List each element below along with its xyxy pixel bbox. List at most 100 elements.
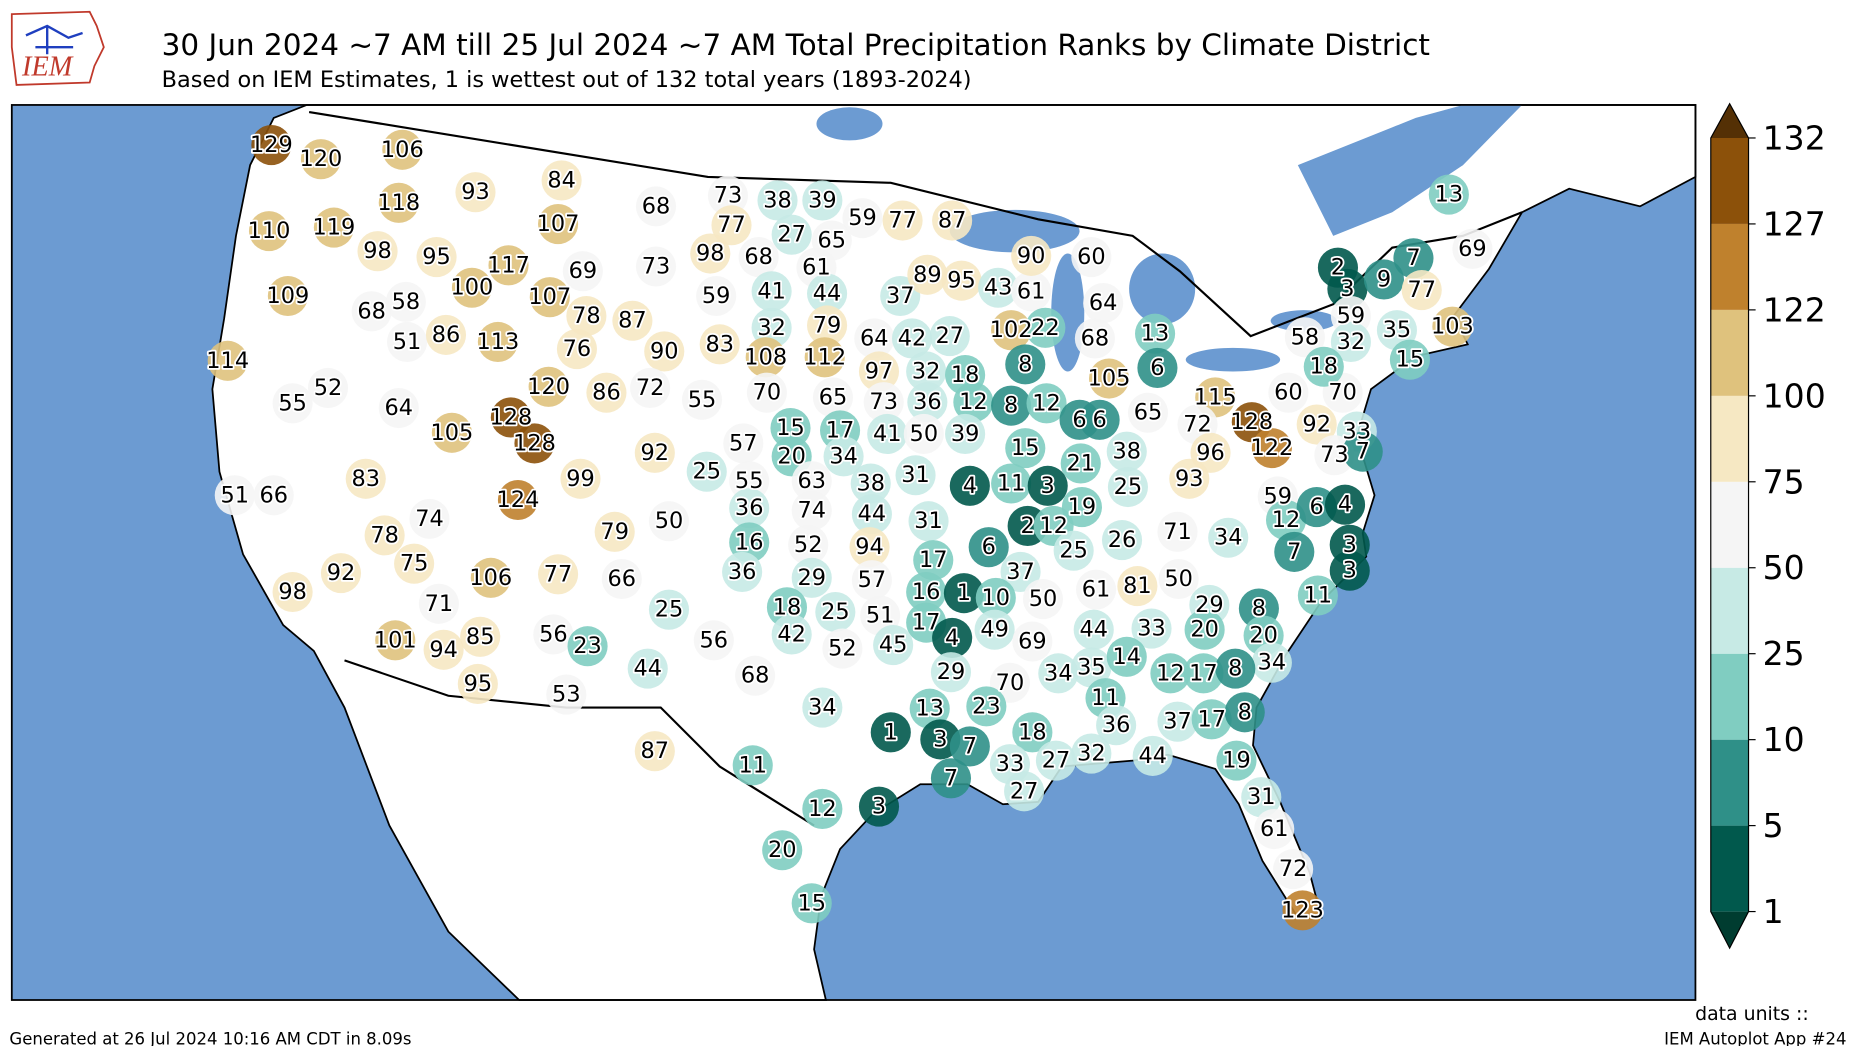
district (648, 501, 690, 542)
district (1107, 466, 1148, 508)
district (746, 372, 787, 413)
colorbar-bin (1710, 739, 1749, 826)
district-label: 42 (777, 621, 806, 647)
district (594, 511, 635, 552)
district-label: 2 (1021, 513, 1035, 539)
district (880, 275, 921, 317)
district-label: 72 (636, 375, 665, 401)
district-label: 74 (797, 498, 826, 524)
district (1282, 890, 1323, 931)
district-label: 94 (855, 534, 884, 560)
district (907, 254, 948, 295)
colorbar-tick-label: 50 (1763, 548, 1805, 587)
district (648, 589, 690, 630)
district (1012, 621, 1053, 662)
district-label: 77 (544, 561, 573, 587)
district-label: 106 (381, 137, 424, 163)
district-label: 52 (828, 636, 857, 662)
district-label: 100 (451, 275, 494, 301)
district (1071, 647, 1112, 688)
district (1088, 358, 1130, 399)
district (1184, 609, 1225, 650)
district-label: 72 (1279, 856, 1308, 882)
colorbar-tick-label: 100 (1763, 376, 1826, 415)
district (364, 515, 405, 556)
district-label: 93 (1175, 466, 1204, 492)
district-label: 36 (735, 495, 764, 521)
district (1150, 653, 1191, 694)
district (909, 688, 950, 729)
district (1389, 339, 1430, 380)
district-label: 4 (1338, 492, 1352, 518)
district-label: 38 (1112, 439, 1141, 465)
colorbar-tick-label: 127 (1763, 204, 1826, 243)
district-label: 115 (1194, 384, 1237, 410)
district-label: 7 (944, 765, 958, 791)
district-label: 19 (1068, 494, 1097, 520)
district-label: 68 (741, 663, 770, 689)
district-label: 23 (573, 633, 602, 659)
district (770, 408, 811, 449)
district-label: 18 (773, 594, 802, 620)
district (854, 318, 895, 359)
district-label: 8 (1228, 656, 1242, 682)
district-label: 29 (1195, 592, 1224, 618)
district (1265, 500, 1307, 541)
district-label: 38 (763, 187, 792, 213)
colorbar-bin (1710, 481, 1749, 568)
district (802, 180, 843, 221)
district-label: 52 (794, 532, 823, 558)
district-label: 18 (951, 362, 980, 388)
subtitle: Based on IEM Estimates, 1 is wettest out… (162, 67, 972, 93)
district (300, 139, 341, 180)
district (272, 383, 313, 424)
district-label: 50 (1164, 566, 1193, 592)
district-label: 66 (608, 566, 637, 592)
district-label: 95 (464, 671, 493, 697)
district (313, 207, 354, 248)
district (930, 652, 972, 693)
lake-huron (1129, 253, 1196, 325)
district-label: 12 (808, 796, 837, 822)
district (357, 231, 398, 272)
title: 30 Jun 2024 ~7 AM till 25 Jul 2024 ~7 AM… (162, 28, 1430, 62)
district-label: 34 (829, 443, 858, 469)
district-label: 61 (1260, 816, 1289, 842)
district-label: 61 (1082, 577, 1111, 603)
district (351, 291, 392, 332)
district (307, 367, 349, 409)
district (1101, 520, 1143, 561)
district-label: 34 (1044, 660, 1073, 686)
district-label: 73 (1320, 442, 1349, 468)
district (1079, 399, 1120, 440)
district-label: 45 (879, 632, 908, 658)
district-label: 16 (735, 529, 764, 555)
district (1073, 609, 1114, 650)
district-label: 59 (702, 283, 731, 309)
district (1000, 551, 1041, 592)
district (791, 461, 832, 502)
district-label: 27 (1042, 748, 1071, 774)
district (699, 324, 740, 365)
district-label: 122 (1250, 435, 1293, 461)
district-label: 69 (1018, 629, 1047, 655)
district-label: 6 (1150, 355, 1164, 381)
district-label: 73 (714, 183, 743, 209)
district (1224, 692, 1265, 733)
district-label: 33 (1137, 616, 1166, 642)
district-label: 55 (735, 468, 764, 494)
district (851, 494, 892, 535)
district (791, 557, 832, 598)
district-label: 17 (1197, 706, 1226, 732)
district (807, 305, 848, 346)
district (882, 200, 923, 241)
district (791, 883, 832, 924)
district (1025, 307, 1066, 348)
district (907, 382, 948, 423)
footer-app: IEM Autoplot App #24 (1664, 1029, 1846, 1046)
district-label: 27 (1010, 778, 1039, 804)
district (1157, 511, 1198, 552)
district (423, 629, 464, 670)
district-label: 58 (1291, 324, 1320, 350)
district-label: 16 (912, 579, 941, 605)
